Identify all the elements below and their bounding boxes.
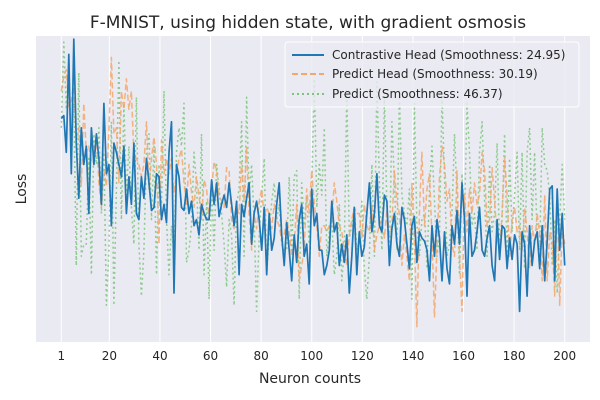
x-tick-label: 40 [152,349,167,363]
series-line-predict [60,41,566,313]
legend: Contrastive Head (Smoothness: 24.95) Pre… [284,41,580,108]
x-tick-label: 200 [553,349,576,363]
series-line-predict-head [60,56,566,328]
legend-label-predict-head: Predict Head (Smoothness: 30.19) [332,67,538,81]
series-line-contrastive-head [60,38,566,313]
x-tick-label: 180 [503,349,526,363]
series-lines [60,38,566,328]
x-tick-label: 60 [203,349,218,363]
x-tick-label: 120 [351,349,374,363]
x-tick-label: 20 [102,349,117,363]
legend-label-predict: Predict (Smoothness: 46.37) [332,87,503,101]
x-tick-label: 1 [57,349,65,363]
legend-label-contrastive-head: Contrastive Head (Smoothness: 24.95) [332,48,565,62]
x-axis-label: Neuron counts [259,371,361,387]
x-tick-labels: 1 20 40 60 80 100 120 140 160 180 200 [57,349,576,363]
legend-box [284,41,580,108]
x-tick-label: 100 [300,349,323,363]
y-axis-label: Loss [14,174,30,205]
x-tick-label: 160 [452,349,475,363]
chart-title: F-MNIST, using hidden state, with gradie… [90,13,526,33]
x-tick-label: 80 [254,349,269,363]
x-tick-label: 140 [401,349,424,363]
